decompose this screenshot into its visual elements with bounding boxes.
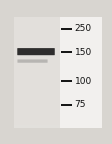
Bar bbox=[14, 45, 59, 48]
Bar bbox=[14, 51, 59, 53]
Bar bbox=[14, 59, 59, 62]
Bar bbox=[14, 48, 59, 51]
Bar bbox=[14, 98, 59, 101]
Bar bbox=[14, 114, 59, 117]
Bar bbox=[14, 103, 59, 106]
Bar bbox=[14, 125, 59, 128]
Bar bbox=[14, 17, 59, 20]
Bar bbox=[14, 78, 59, 81]
Bar bbox=[14, 39, 59, 42]
Bar bbox=[14, 64, 59, 67]
Bar bbox=[14, 31, 59, 34]
Bar bbox=[14, 81, 59, 84]
Bar bbox=[14, 53, 59, 56]
Bar bbox=[14, 120, 59, 123]
Bar bbox=[14, 20, 59, 23]
Bar bbox=[14, 95, 59, 98]
Text: 150: 150 bbox=[74, 48, 91, 57]
Bar bbox=[14, 70, 59, 73]
Bar bbox=[14, 109, 59, 112]
Bar bbox=[14, 26, 59, 28]
Bar bbox=[14, 117, 59, 120]
Bar bbox=[14, 123, 59, 125]
Bar bbox=[14, 106, 59, 109]
Bar bbox=[14, 101, 59, 103]
Bar bbox=[14, 67, 59, 70]
Bar bbox=[14, 92, 59, 95]
Bar bbox=[14, 17, 59, 128]
Bar bbox=[14, 73, 59, 75]
Text: 75: 75 bbox=[74, 100, 85, 109]
Text: 250: 250 bbox=[74, 24, 91, 33]
Bar bbox=[14, 87, 59, 89]
Bar bbox=[14, 23, 59, 26]
Bar bbox=[14, 34, 59, 37]
Bar bbox=[14, 28, 59, 31]
Bar bbox=[14, 75, 59, 78]
Bar bbox=[14, 89, 59, 92]
Text: 100: 100 bbox=[74, 77, 91, 86]
Bar bbox=[14, 84, 59, 87]
Bar bbox=[14, 42, 59, 45]
Bar bbox=[14, 56, 59, 59]
Bar bbox=[59, 17, 101, 128]
Bar bbox=[14, 37, 59, 39]
FancyBboxPatch shape bbox=[17, 59, 47, 63]
FancyBboxPatch shape bbox=[17, 48, 54, 55]
Bar bbox=[14, 112, 59, 114]
Bar bbox=[14, 62, 59, 64]
